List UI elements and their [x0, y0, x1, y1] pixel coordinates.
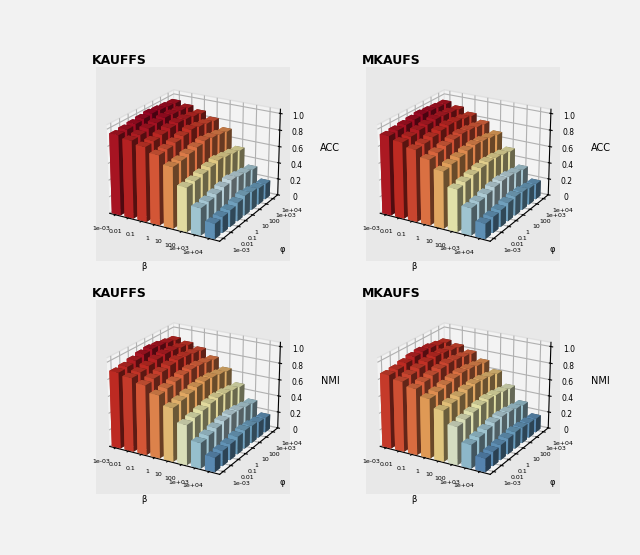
- Text: MKAUFS: MKAUFS: [362, 287, 421, 300]
- Y-axis label: φ: φ: [280, 478, 285, 487]
- Text: KAUFFS: KAUFFS: [92, 54, 147, 67]
- X-axis label: β: β: [141, 263, 146, 271]
- X-axis label: β: β: [412, 263, 417, 271]
- Y-axis label: φ: φ: [550, 478, 556, 487]
- Text: KAUFFS: KAUFFS: [92, 287, 147, 300]
- X-axis label: β: β: [141, 496, 146, 504]
- X-axis label: β: β: [412, 496, 417, 504]
- Text: MKAUFS: MKAUFS: [362, 54, 421, 67]
- Y-axis label: φ: φ: [550, 245, 556, 254]
- Y-axis label: φ: φ: [280, 245, 285, 254]
